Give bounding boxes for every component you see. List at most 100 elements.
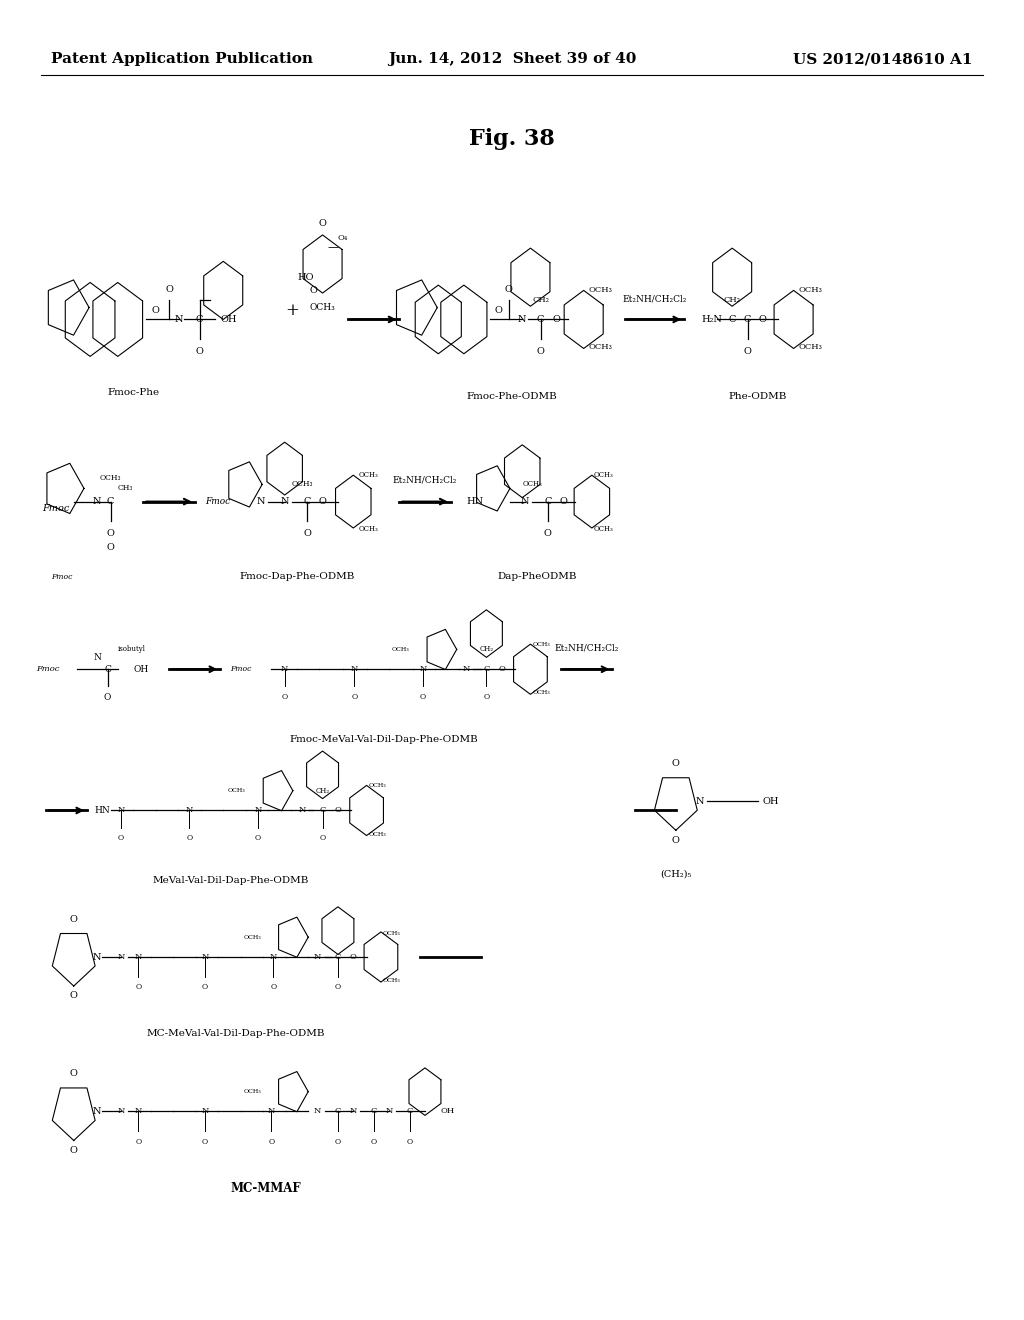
Text: O: O: [335, 983, 341, 991]
Text: O: O: [559, 498, 567, 506]
Text: OCH₃: OCH₃: [358, 525, 378, 533]
Text: O: O: [196, 347, 204, 356]
Text: O: O: [407, 1138, 413, 1146]
Text: N: N: [201, 1107, 209, 1115]
Text: N: N: [267, 1107, 275, 1115]
Text: C: C: [743, 315, 752, 323]
Text: HN: HN: [466, 498, 483, 506]
Text: OCH₃: OCH₃: [589, 343, 612, 351]
Text: N: N: [349, 1107, 357, 1115]
Text: O: O: [70, 991, 78, 1001]
Text: N: N: [185, 807, 194, 814]
Text: OCH₃: OCH₃: [594, 471, 613, 479]
Text: N: N: [462, 665, 470, 673]
Text: C: C: [196, 315, 204, 323]
Text: C: C: [104, 665, 111, 673]
Text: Et₂NH/CH₂Cl₂: Et₂NH/CH₂Cl₂: [623, 294, 686, 304]
Text: OCH₃: OCH₃: [532, 642, 550, 647]
Text: O: O: [499, 665, 505, 673]
Text: N: N: [313, 1107, 322, 1115]
Text: OH: OH: [440, 1107, 455, 1115]
Text: N: N: [298, 807, 306, 814]
Text: O: O: [335, 1138, 341, 1146]
Text: C: C: [335, 1107, 341, 1115]
Text: O₄: O₄: [338, 234, 348, 242]
Text: O: O: [282, 693, 288, 701]
Text: O: O: [165, 285, 173, 294]
Text: O: O: [70, 915, 78, 924]
Text: H₂N: H₂N: [701, 315, 722, 323]
Text: O: O: [672, 759, 680, 768]
Text: N: N: [521, 498, 529, 506]
Text: (CH₂)₅: (CH₂)₅: [660, 870, 691, 878]
Text: O: O: [202, 1138, 208, 1146]
Text: C: C: [407, 1107, 413, 1115]
Text: O: O: [135, 983, 141, 991]
Text: CH₂: CH₂: [479, 645, 494, 653]
Text: N: N: [257, 498, 265, 506]
Text: N: N: [175, 315, 183, 323]
Text: N: N: [518, 315, 526, 323]
Text: isobutyl: isobutyl: [118, 645, 145, 653]
Text: O: O: [420, 693, 426, 701]
Text: Et₂NH/CH₂Cl₂: Et₂NH/CH₂Cl₂: [393, 475, 457, 484]
Text: Fmoc: Fmoc: [43, 504, 70, 512]
Text: Fmoc: Fmoc: [51, 573, 72, 581]
Text: O: O: [135, 1138, 141, 1146]
Text: O: O: [202, 983, 208, 991]
Text: OCH₃: OCH₃: [589, 286, 612, 294]
Text: OH: OH: [133, 665, 148, 673]
Text: CH₂: CH₂: [724, 296, 740, 304]
Text: O: O: [371, 1138, 377, 1146]
Text: O: O: [309, 286, 317, 294]
Text: N: N: [117, 953, 125, 961]
Text: OCH₃: OCH₃: [383, 931, 400, 936]
Text: C: C: [537, 315, 545, 323]
Text: O: O: [152, 306, 160, 314]
Text: OCH₃: OCH₃: [292, 480, 313, 488]
Text: C: C: [544, 498, 552, 506]
Text: N: N: [117, 1107, 125, 1115]
Text: OCH₃: OCH₃: [100, 474, 121, 482]
Text: OCH₃: OCH₃: [594, 525, 613, 533]
Text: US 2012/0148610 A1: US 2012/0148610 A1: [794, 53, 973, 66]
Text: OCH₃: OCH₃: [392, 647, 410, 652]
Text: Fmoc-Dap-Phe-ODMB: Fmoc-Dap-Phe-ODMB: [240, 573, 354, 581]
Text: C: C: [303, 498, 311, 506]
Text: OCH₃: OCH₃: [228, 788, 246, 793]
Text: O: O: [335, 807, 341, 814]
Text: Fmoc-Phe-ODMB: Fmoc-Phe-ODMB: [467, 392, 557, 400]
Text: OCH₃: OCH₃: [309, 304, 335, 312]
Text: O: O: [350, 953, 356, 961]
Text: Dap-PheODMB: Dap-PheODMB: [498, 573, 578, 581]
Text: N: N: [93, 953, 101, 961]
Text: N: N: [254, 807, 262, 814]
Text: OCH₃: OCH₃: [369, 783, 386, 788]
Text: C: C: [106, 498, 115, 506]
Text: N: N: [117, 807, 125, 814]
Text: O: O: [255, 834, 261, 842]
Text: OCH₃: OCH₃: [244, 1089, 261, 1094]
Text: MC-MMAF: MC-MMAF: [231, 1181, 301, 1195]
Text: OCH₃: OCH₃: [244, 935, 261, 940]
Text: O: O: [186, 834, 193, 842]
Text: OCH₃: OCH₃: [799, 286, 822, 294]
Text: O: O: [319, 834, 326, 842]
Text: C: C: [483, 665, 489, 673]
Text: O: O: [318, 498, 327, 506]
Text: —: —: [328, 242, 339, 252]
Text: OCH₃: OCH₃: [369, 832, 386, 837]
Text: N: N: [201, 953, 209, 961]
Text: C: C: [371, 1107, 377, 1115]
Text: Et₂NH/CH₂Cl₂: Et₂NH/CH₂Cl₂: [555, 643, 618, 652]
Text: N: N: [695, 797, 703, 805]
Text: Fmoc-Phe: Fmoc-Phe: [108, 388, 159, 396]
Text: OCH₃: OCH₃: [532, 690, 550, 696]
Text: OCH₃: OCH₃: [799, 343, 822, 351]
Text: C: C: [728, 315, 736, 323]
Text: N: N: [93, 653, 101, 661]
Text: CH₃: CH₃: [118, 484, 133, 492]
Text: O: O: [70, 1146, 78, 1155]
Text: Fmoc-MeVal-Val-Dil-Dap-Phe-ODMB: Fmoc-MeVal-Val-Dil-Dap-Phe-ODMB: [290, 735, 478, 743]
Text: Fig. 38: Fig. 38: [469, 128, 555, 149]
